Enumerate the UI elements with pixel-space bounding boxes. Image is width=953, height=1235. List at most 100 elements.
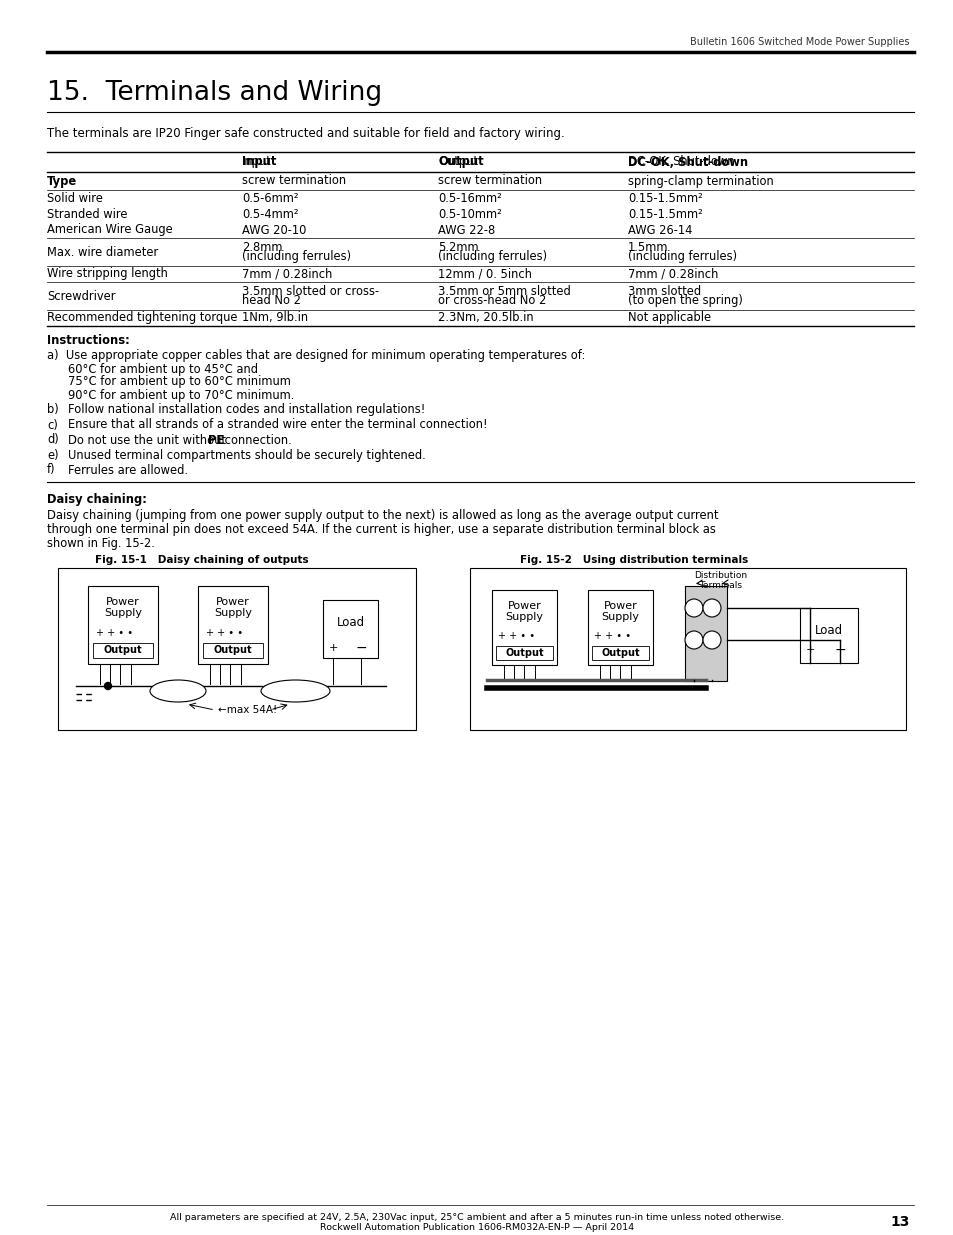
Text: PE: PE [208, 433, 224, 447]
Text: Max. wire diameter: Max. wire diameter [47, 246, 158, 258]
Text: Supply: Supply [213, 608, 252, 618]
Text: Load: Load [814, 624, 842, 636]
Text: 15.  Terminals and Wiring: 15. Terminals and Wiring [47, 80, 382, 106]
Text: 7mm / 0.28inch: 7mm / 0.28inch [627, 268, 718, 280]
Bar [92, 643, 152, 658]
Text: Supply: Supply [601, 613, 639, 622]
Text: through one terminal pin does not exceed 54A. If the current is higher, use a se: through one terminal pin does not exceed… [47, 524, 715, 536]
Text: 5.2mm: 5.2mm [437, 241, 478, 254]
Text: or cross-head No 2: or cross-head No 2 [437, 294, 546, 308]
Text: d): d) [47, 433, 59, 447]
Text: Fig. 15-1   Daisy chaining of outputs: Fig. 15-1 Daisy chaining of outputs [95, 555, 309, 564]
Text: +: + [804, 645, 814, 655]
Circle shape [702, 599, 720, 618]
Text: + + • •: + + • • [206, 629, 243, 638]
Text: Instructions:: Instructions: [47, 333, 130, 347]
Text: Not applicable: Not applicable [627, 311, 710, 325]
Text: 2.3Nm, 20.5lb.in: 2.3Nm, 20.5lb.in [437, 311, 533, 325]
Text: screw termination: screw termination [437, 174, 541, 188]
Text: 60°C for ambient up to 45°C and: 60°C for ambient up to 45°C and [68, 363, 257, 375]
Text: (to open the spring): (to open the spring) [627, 294, 742, 308]
Text: Load: Load [336, 615, 364, 629]
Text: Output: Output [505, 648, 543, 658]
Text: DC-OK, Shut-down: DC-OK, Shut-down [627, 156, 747, 168]
Text: Terminals: Terminals [699, 580, 741, 589]
Text: Output: Output [437, 156, 477, 168]
Text: Daisy chaining:: Daisy chaining: [47, 494, 147, 506]
Text: + + • •: + + • • [96, 629, 133, 638]
Text: spring-clamp termination: spring-clamp termination [627, 174, 773, 188]
Text: a)  Use appropriate copper cables that are designed for minimum operating temper: a) Use appropriate copper cables that ar… [47, 350, 585, 363]
Text: 90°C for ambient up to 70°C minimum.: 90°C for ambient up to 70°C minimum. [68, 389, 294, 401]
Text: Output: Output [104, 645, 142, 655]
Text: + + • •: + + • • [594, 631, 630, 641]
Bar [198, 585, 268, 664]
Text: Power: Power [216, 597, 250, 606]
Text: Stranded wire: Stranded wire [47, 207, 128, 221]
Text: Daisy chaining (jumping from one power supply output to the next) is allowed as : Daisy chaining (jumping from one power s… [47, 510, 718, 522]
Text: (including ferrules): (including ferrules) [437, 251, 547, 263]
Text: Unused terminal compartments should be securely tightened.: Unused terminal compartments should be s… [68, 448, 425, 462]
Bar [684, 585, 726, 680]
Text: screw termination: screw termination [242, 174, 346, 188]
Text: AWG 26-14: AWG 26-14 [627, 224, 692, 236]
Text: head No 2: head No 2 [242, 294, 301, 308]
Text: ⊖: ⊖ [705, 634, 717, 647]
Text: 0.5-4mm²: 0.5-4mm² [242, 207, 298, 221]
Text: Output: Output [213, 645, 252, 655]
Bar [58, 568, 416, 730]
Text: Wire stripping length: Wire stripping length [47, 268, 168, 280]
Bar [470, 568, 905, 730]
Text: −: − [355, 641, 366, 655]
Text: Type: Type [47, 174, 77, 188]
Circle shape [684, 631, 702, 650]
Bar [496, 646, 553, 659]
Text: Supply: Supply [505, 613, 543, 622]
Text: 0.5-6mm²: 0.5-6mm² [242, 191, 298, 205]
Text: Input: Input [242, 156, 272, 168]
Text: ⊖: ⊖ [705, 601, 717, 615]
Text: Power: Power [106, 597, 140, 606]
Text: Distribution: Distribution [694, 572, 747, 580]
Text: AWG 20-10: AWG 20-10 [242, 224, 306, 236]
Text: 7mm / 0.28inch: 7mm / 0.28inch [242, 268, 332, 280]
Text: (including ferrules): (including ferrules) [242, 251, 351, 263]
Circle shape [105, 683, 112, 689]
Text: All parameters are specified at 24V, 2.5A, 230Vac input, 25°C ambient and after : All parameters are specified at 24V, 2.5… [170, 1213, 783, 1221]
Text: 12mm / 0. 5inch: 12mm / 0. 5inch [437, 268, 532, 280]
Text: 0.5-10mm²: 0.5-10mm² [437, 207, 501, 221]
Text: ←max 54A!: ←max 54A! [218, 705, 277, 715]
Text: 1Nm, 9lb.in: 1Nm, 9lb.in [242, 311, 308, 325]
Text: 3.5mm or 5mm slotted: 3.5mm or 5mm slotted [437, 285, 570, 299]
Text: Fig. 15-2   Using distribution terminals: Fig. 15-2 Using distribution terminals [519, 555, 747, 564]
Text: Solid wire: Solid wire [47, 191, 103, 205]
Circle shape [684, 599, 702, 618]
Text: AWG 22-8: AWG 22-8 [437, 224, 495, 236]
Text: −: − [833, 643, 845, 657]
Text: (including ferrules): (including ferrules) [627, 251, 737, 263]
Text: 13: 13 [890, 1215, 909, 1229]
Text: 75°C for ambient up to 60°C minimum: 75°C for ambient up to 60°C minimum [68, 375, 291, 389]
Bar [203, 643, 263, 658]
Text: Bulletin 1606 Switched Mode Power Supplies: Bulletin 1606 Switched Mode Power Suppli… [690, 37, 909, 47]
Bar [492, 590, 557, 664]
Bar [592, 646, 648, 659]
Text: Screwdriver: Screwdriver [47, 289, 115, 303]
Text: connection.: connection. [221, 433, 292, 447]
Ellipse shape [150, 680, 206, 701]
Text: The terminals are IP20 Finger safe constructed and suitable for field and factor: The terminals are IP20 Finger safe const… [47, 126, 564, 140]
Text: Output: Output [437, 156, 483, 168]
Text: 0.15-1.5mm²: 0.15-1.5mm² [627, 207, 702, 221]
Text: ⊖: ⊖ [687, 634, 700, 647]
Text: 1.5mm: 1.5mm [627, 241, 668, 254]
Text: Recommended tightening torque: Recommended tightening torque [47, 311, 237, 325]
Text: Ensure that all strands of a stranded wire enter the terminal connection!: Ensure that all strands of a stranded wi… [68, 419, 487, 431]
Text: c): c) [47, 419, 58, 431]
Ellipse shape [261, 680, 330, 701]
Text: Rockwell Automation Publication 1606-RM032A-EN-P — April 2014: Rockwell Automation Publication 1606-RM0… [319, 1224, 634, 1233]
Text: Do not use the unit without: Do not use the unit without [68, 433, 230, 447]
Bar [800, 608, 857, 663]
Text: Power: Power [603, 601, 637, 611]
Text: ⊖: ⊖ [687, 601, 700, 615]
Bar [587, 590, 652, 664]
